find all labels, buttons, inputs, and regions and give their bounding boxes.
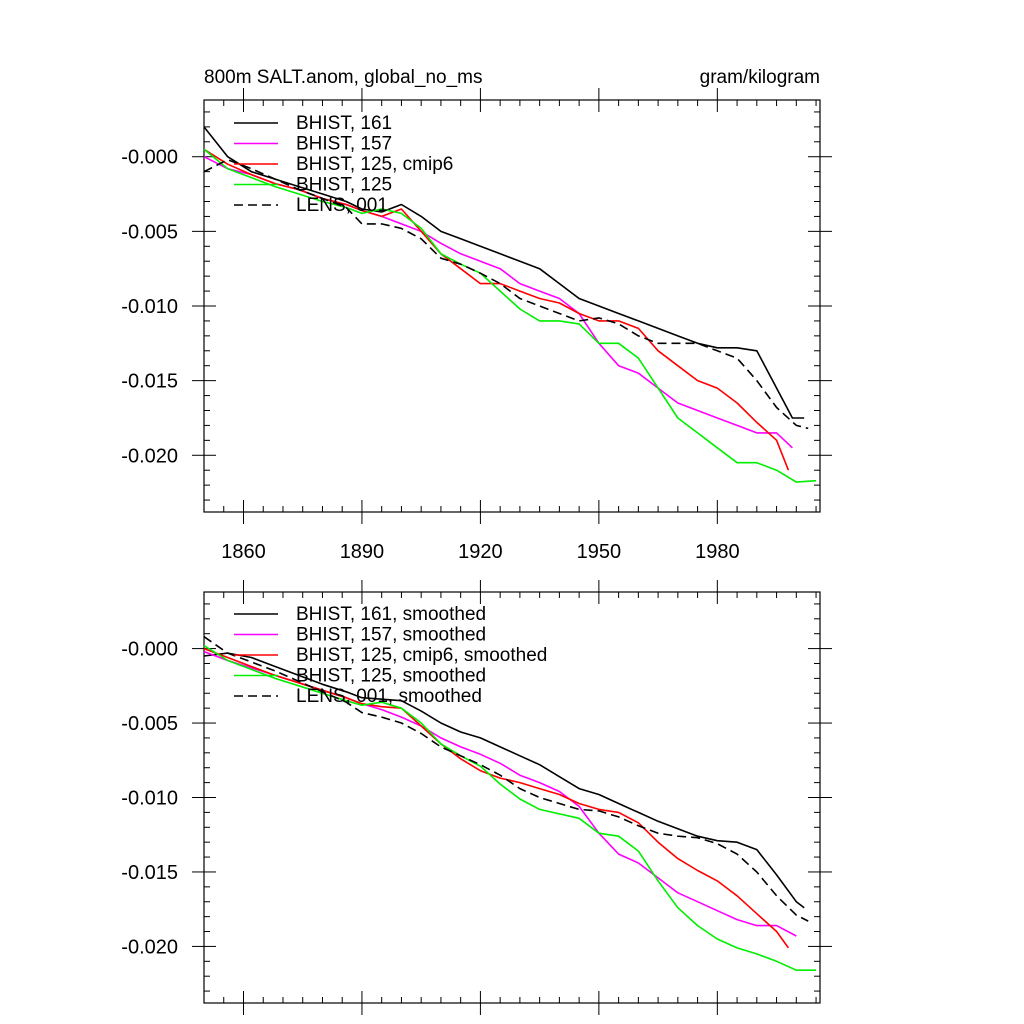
y-tick-label: -0.005 xyxy=(121,713,178,735)
y-tick-label: -0.020 xyxy=(121,936,178,958)
series-line xyxy=(203,652,805,909)
y-tick-label: -0.005 xyxy=(121,221,178,243)
legend-label: BHIST, 125, smoothed xyxy=(296,666,486,687)
x-tick-label: 1860 xyxy=(221,541,266,563)
chart-title-left: 800m SALT.anom, global_no_ms xyxy=(204,67,482,88)
y-tick-label: -0.010 xyxy=(121,296,178,318)
series-line xyxy=(203,155,793,449)
series-line xyxy=(203,158,809,430)
series-line xyxy=(203,126,805,419)
legend-label: BHIST, 157 xyxy=(296,134,392,155)
series-line xyxy=(203,647,790,949)
legend-label: BHIST, 161, smoothed xyxy=(296,604,486,625)
legend-label: LENS, 001 xyxy=(296,195,388,216)
legend-label: BHIST, 157, smoothed xyxy=(296,625,486,646)
x-tick-label: 1950 xyxy=(577,541,622,563)
series-line xyxy=(203,644,817,971)
y-tick-label: -0.010 xyxy=(121,788,178,810)
legend-label: BHIST, 125 xyxy=(296,175,392,196)
series-line xyxy=(203,636,809,922)
series-line xyxy=(203,650,797,937)
y-tick-label: -0.015 xyxy=(121,862,178,884)
y-tick-label: -0.000 xyxy=(121,639,178,661)
bottom-plot-panel: -0.000 -0.005 -0.010 -0.015 -0.020 BHIST, 161… xyxy=(121,580,832,1015)
x-tick-label: 1980 xyxy=(695,541,740,563)
series-line xyxy=(203,148,790,471)
y-tick-label: -0.015 xyxy=(121,371,178,393)
legend-label: BHIST, 125, cmip6, smoothed xyxy=(296,645,547,666)
series-line xyxy=(203,148,817,483)
legend-label: BHIST, 161 xyxy=(296,113,392,134)
y-tick-label: -0.020 xyxy=(121,445,178,467)
x-tick-label: 1920 xyxy=(458,541,503,563)
legend-label: BHIST, 125, cmip6 xyxy=(296,154,453,175)
x-tick-label: 1890 xyxy=(340,541,385,563)
chart-units-label: gram/kilogram xyxy=(700,67,820,88)
legend-label: LENS, 001, smoothed xyxy=(296,686,482,707)
y-tick-label: -0.000 xyxy=(121,147,178,169)
top-plot-panel: 1860 1890 1920 1950 1980 -0.000 -0.005 -0.010 -0… xyxy=(121,88,832,563)
